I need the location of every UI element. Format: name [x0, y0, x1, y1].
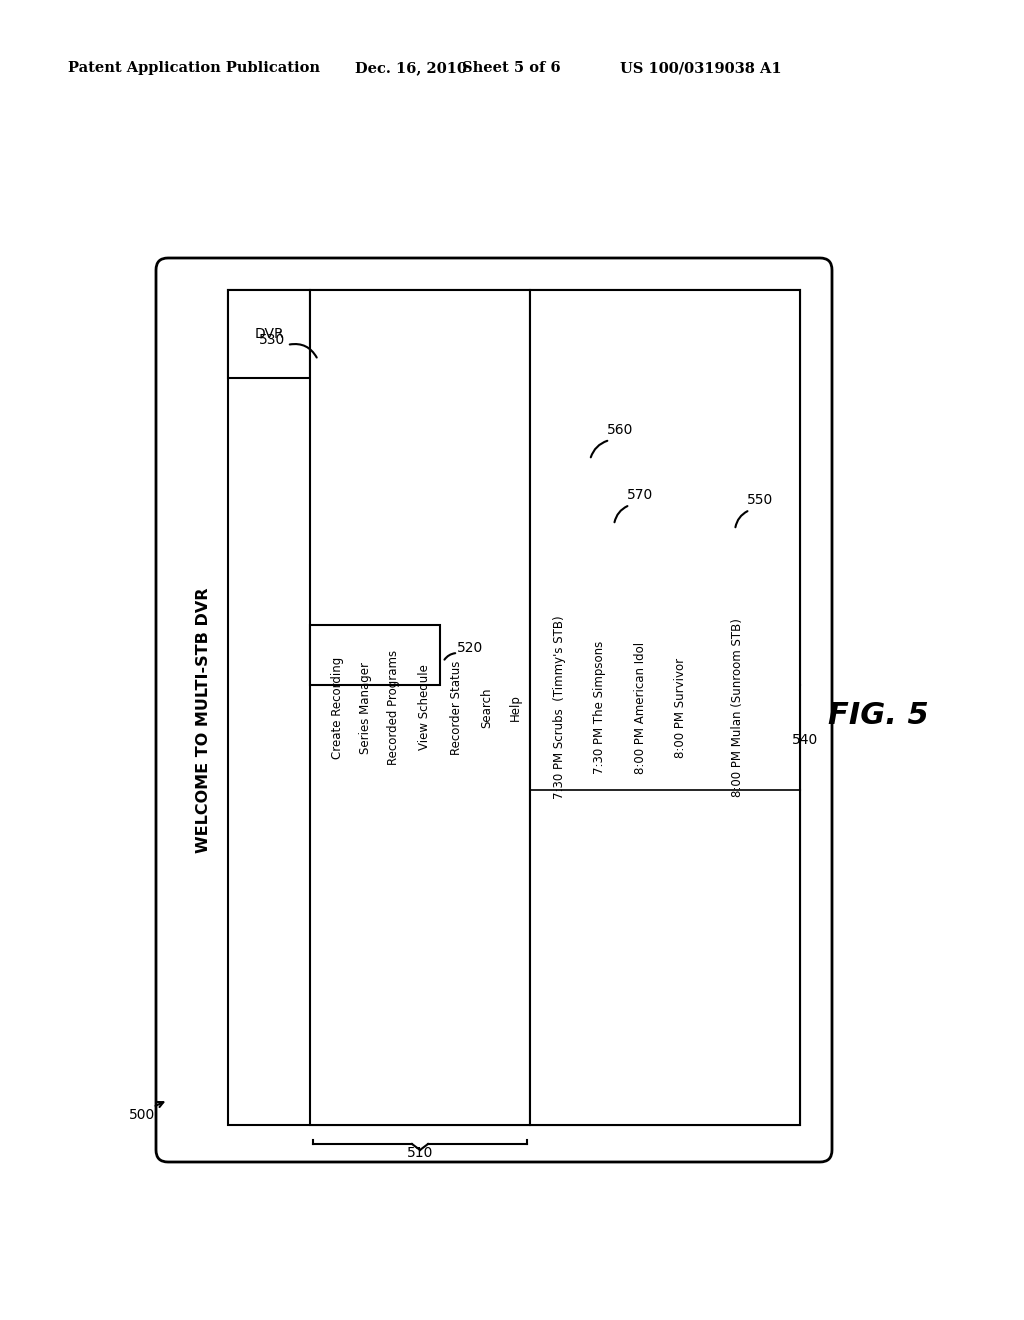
Bar [530, 290, 800, 1125]
Bar [310, 624, 440, 685]
Text: 7:30 PM The Simpsons: 7:30 PM The Simpsons [594, 642, 606, 774]
Text: Recorder Status: Recorder Status [450, 660, 463, 755]
Bar [310, 290, 530, 1125]
Text: Patent Application Publication: Patent Application Publication [68, 61, 319, 75]
Text: 570: 570 [627, 488, 653, 502]
Text: US 100/0319038 A1: US 100/0319038 A1 [620, 61, 781, 75]
FancyBboxPatch shape [156, 257, 831, 1162]
Text: 8:00 PM Mulan (Sunroom STB): 8:00 PM Mulan (Sunroom STB) [731, 618, 744, 797]
Bar [228, 290, 310, 378]
Text: 8:00 PM American Idol: 8:00 PM American Idol [634, 642, 646, 774]
Text: DVR: DVR [254, 327, 284, 341]
Text: 500: 500 [129, 1107, 155, 1122]
Text: Search: Search [480, 688, 494, 727]
Text: 510: 510 [407, 1146, 433, 1160]
FancyArrowPatch shape [290, 345, 316, 358]
Text: 8:00 PM Survivor: 8:00 PM Survivor [674, 657, 686, 758]
Text: 540: 540 [792, 733, 818, 747]
Text: Create Recording: Create Recording [332, 656, 344, 759]
Text: Help: Help [509, 694, 521, 721]
Text: Sheet 5 of 6: Sheet 5 of 6 [462, 61, 560, 75]
FancyArrowPatch shape [735, 511, 748, 527]
Text: 560: 560 [607, 422, 633, 437]
Text: Series Manager: Series Manager [359, 661, 373, 754]
Text: 520: 520 [457, 642, 483, 655]
Bar [228, 290, 800, 1125]
Text: View Schedule: View Schedule [419, 664, 431, 751]
Text: 530: 530 [259, 333, 285, 347]
Text: WELCOME TO MULTI-STB DVR: WELCOME TO MULTI-STB DVR [196, 587, 211, 853]
Text: Dec. 16, 2010: Dec. 16, 2010 [355, 61, 467, 75]
FancyArrowPatch shape [614, 506, 628, 523]
Text: FIG. 5: FIG. 5 [827, 701, 929, 730]
FancyArrowPatch shape [444, 653, 456, 660]
FancyArrowPatch shape [591, 441, 607, 457]
Text: Recorded Programs: Recorded Programs [387, 649, 400, 766]
Text: 7:30 PM Scrubs  (Timmy's STB): 7:30 PM Scrubs (Timmy's STB) [554, 615, 566, 800]
Text: 550: 550 [746, 492, 773, 507]
